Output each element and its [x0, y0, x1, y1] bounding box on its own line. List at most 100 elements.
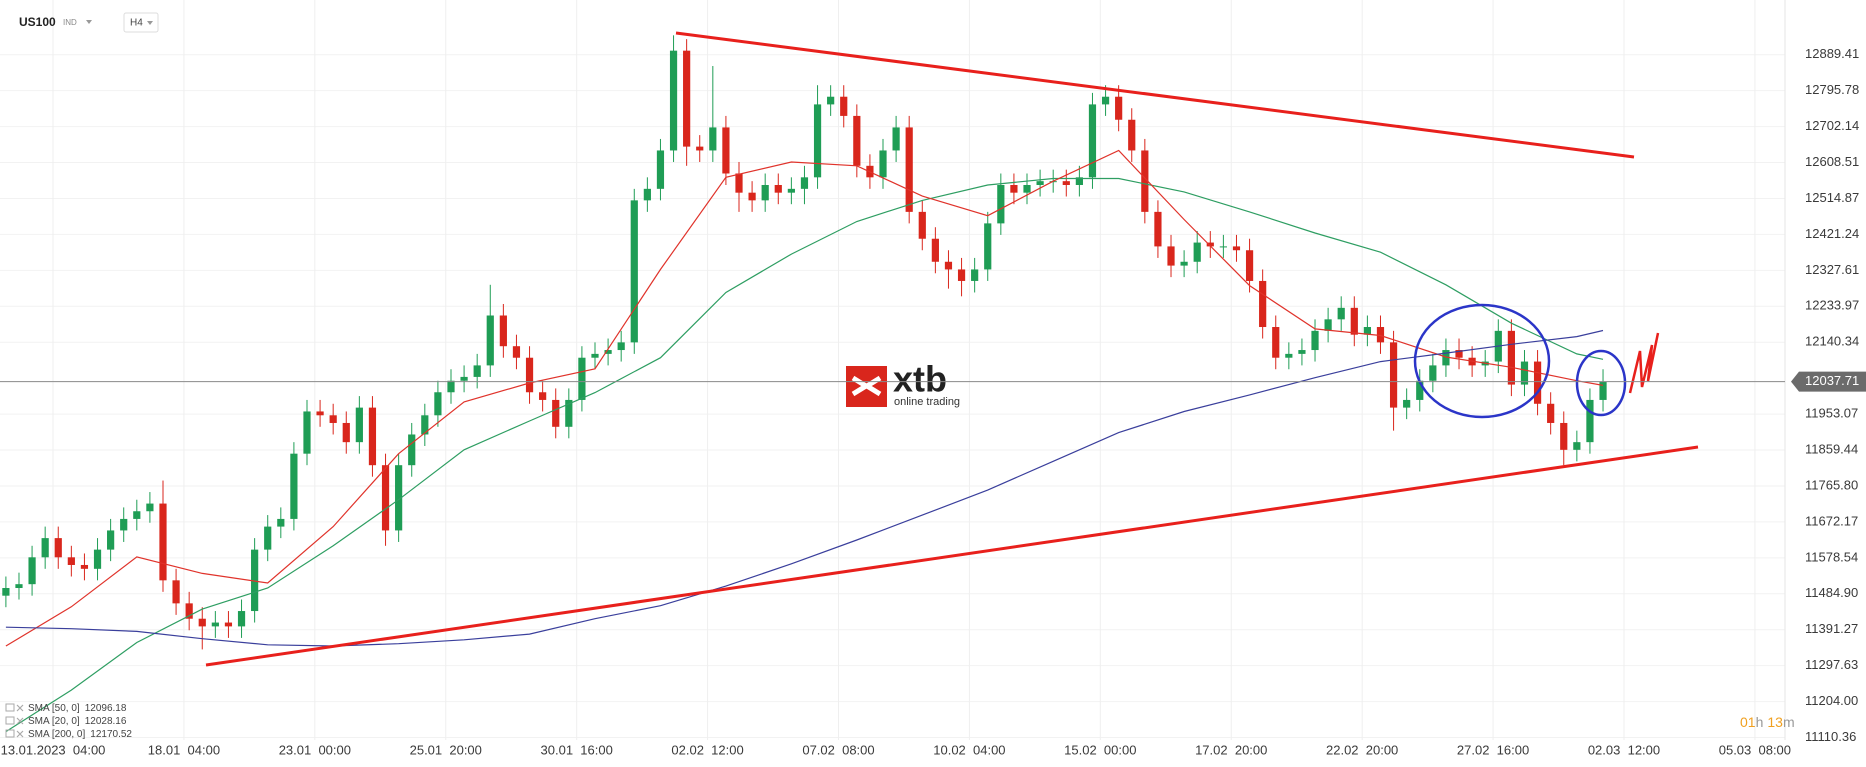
candle-body: [512, 346, 521, 358]
legend-entry: SMA [200, 0] 12170.52: [28, 729, 132, 740]
y-tick-label: 11391.27: [1805, 621, 1858, 636]
legend-name: SMA [200, 0]: [28, 729, 85, 740]
candle-body: [1259, 280, 1267, 328]
logo: xtb online trading: [846, 359, 960, 408]
candle-body: [1363, 327, 1371, 335]
candle-body: [329, 415, 337, 423]
candle-body: [813, 104, 822, 178]
x-tick-label: 07.02 08:00: [802, 742, 874, 757]
x-tick-label: 15.02 00:00: [1064, 742, 1136, 757]
x-tick-label: 18.01 04:00: [148, 742, 220, 757]
candle-body: [224, 622, 233, 627]
candle-body: [460, 376, 468, 381]
y-tick-label: 11953.07: [1805, 406, 1858, 421]
candle-body: [421, 415, 429, 435]
y-tick-label: 12889.41: [1805, 46, 1859, 61]
y-tick-label: 12608.51: [1805, 154, 1859, 169]
candle-body: [578, 357, 586, 400]
candle-body: [1455, 350, 1463, 358]
candle-body: [342, 422, 350, 443]
x-tick-label: 27.02 16:00: [1457, 742, 1529, 757]
countdown-part: h: [1756, 714, 1764, 730]
candle-body: [28, 557, 36, 585]
candle-body: [499, 315, 507, 347]
candle-body: [944, 261, 953, 270]
candle-body: [735, 173, 743, 193]
candle-body: [696, 146, 704, 151]
logo-tagline: online trading: [894, 396, 960, 408]
y-tick-label: 11672.17: [1805, 513, 1858, 528]
candle-body: [434, 392, 442, 416]
x-tick-label: 30.01 16:00: [541, 742, 613, 757]
candle-body: [1088, 104, 1097, 178]
y-tick-label: 11578.54: [1805, 549, 1858, 564]
scribble: [1628, 332, 1660, 394]
candle-body: [840, 96, 848, 116]
highlight-ellipse: [1575, 349, 1627, 417]
candle-body: [159, 503, 167, 581]
candle-body: [251, 549, 259, 612]
moving-averages: [5, 149, 1604, 733]
y-tick-label: 12140.34: [1805, 334, 1859, 349]
candle-body: [997, 185, 1005, 224]
candle-body: [1507, 330, 1515, 385]
candle-body: [984, 223, 992, 270]
candle-body: [80, 564, 89, 569]
candle-body: [1311, 330, 1319, 351]
candle-body: [486, 315, 494, 366]
legend-name: SMA [20, 0]: [28, 716, 80, 727]
candle-body: [604, 350, 612, 354]
legend-icon: [5, 729, 15, 738]
candle-body: [67, 557, 75, 565]
candle-body: [1573, 442, 1581, 450]
dropdown-caret[interactable]: [86, 20, 92, 24]
candle-body: [591, 353, 599, 358]
candle-body: [1167, 246, 1175, 266]
candle-body: [120, 518, 128, 531]
candle-body: [761, 185, 769, 201]
candle-body: [1128, 119, 1136, 151]
candle-body: [355, 407, 363, 443]
x-tick-label: 25.01 20:00: [410, 742, 482, 757]
price-badge: [1791, 371, 1866, 392]
timeframe-box[interactable]: [123, 12, 159, 33]
candle-body: [211, 622, 219, 627]
trendline: [205, 445, 1699, 667]
candle-body: [1272, 327, 1280, 358]
candle-body: [879, 150, 887, 178]
y-tick-label: 12233.97: [1805, 298, 1859, 313]
candle-body: [395, 465, 403, 531]
candle-body: [146, 503, 154, 512]
legend-value: 12096.18: [85, 703, 127, 714]
candle-body: [277, 518, 285, 527]
dropdown-caret: [147, 21, 153, 25]
candle-body: [1376, 327, 1385, 343]
x-tick-label: 23.01 00:00: [279, 742, 351, 757]
candle-body: [447, 380, 455, 393]
drawings: [205, 31, 1699, 667]
candle-body: [1350, 307, 1358, 335]
legend-entry: SMA [50, 0] 12096.18: [28, 703, 127, 714]
x-tick-label: 22.02 20:00: [1326, 742, 1398, 757]
legend-icon: [5, 716, 15, 725]
candle-body: [15, 584, 23, 589]
candle-body: [172, 580, 180, 604]
candle-body: [1442, 350, 1450, 366]
candle-body: [931, 238, 939, 262]
candle-body: [368, 407, 377, 466]
price-badge-label: 12037.71: [1805, 373, 1859, 388]
y-tick-label: 12421.24: [1805, 226, 1859, 241]
x-tick-label: 17.02 20:00: [1195, 742, 1267, 757]
legend-close: [16, 730, 24, 738]
candle-body: [2, 588, 10, 596]
legend-name: SMA [50, 0]: [28, 703, 80, 714]
candle-body: [1560, 422, 1568, 450]
candle-body: [617, 342, 625, 351]
candle-body: [1232, 246, 1241, 251]
candle-body: [1586, 399, 1594, 443]
candle-body: [1062, 181, 1070, 185]
candle-body: [656, 150, 665, 189]
candle-body: [93, 549, 102, 569]
